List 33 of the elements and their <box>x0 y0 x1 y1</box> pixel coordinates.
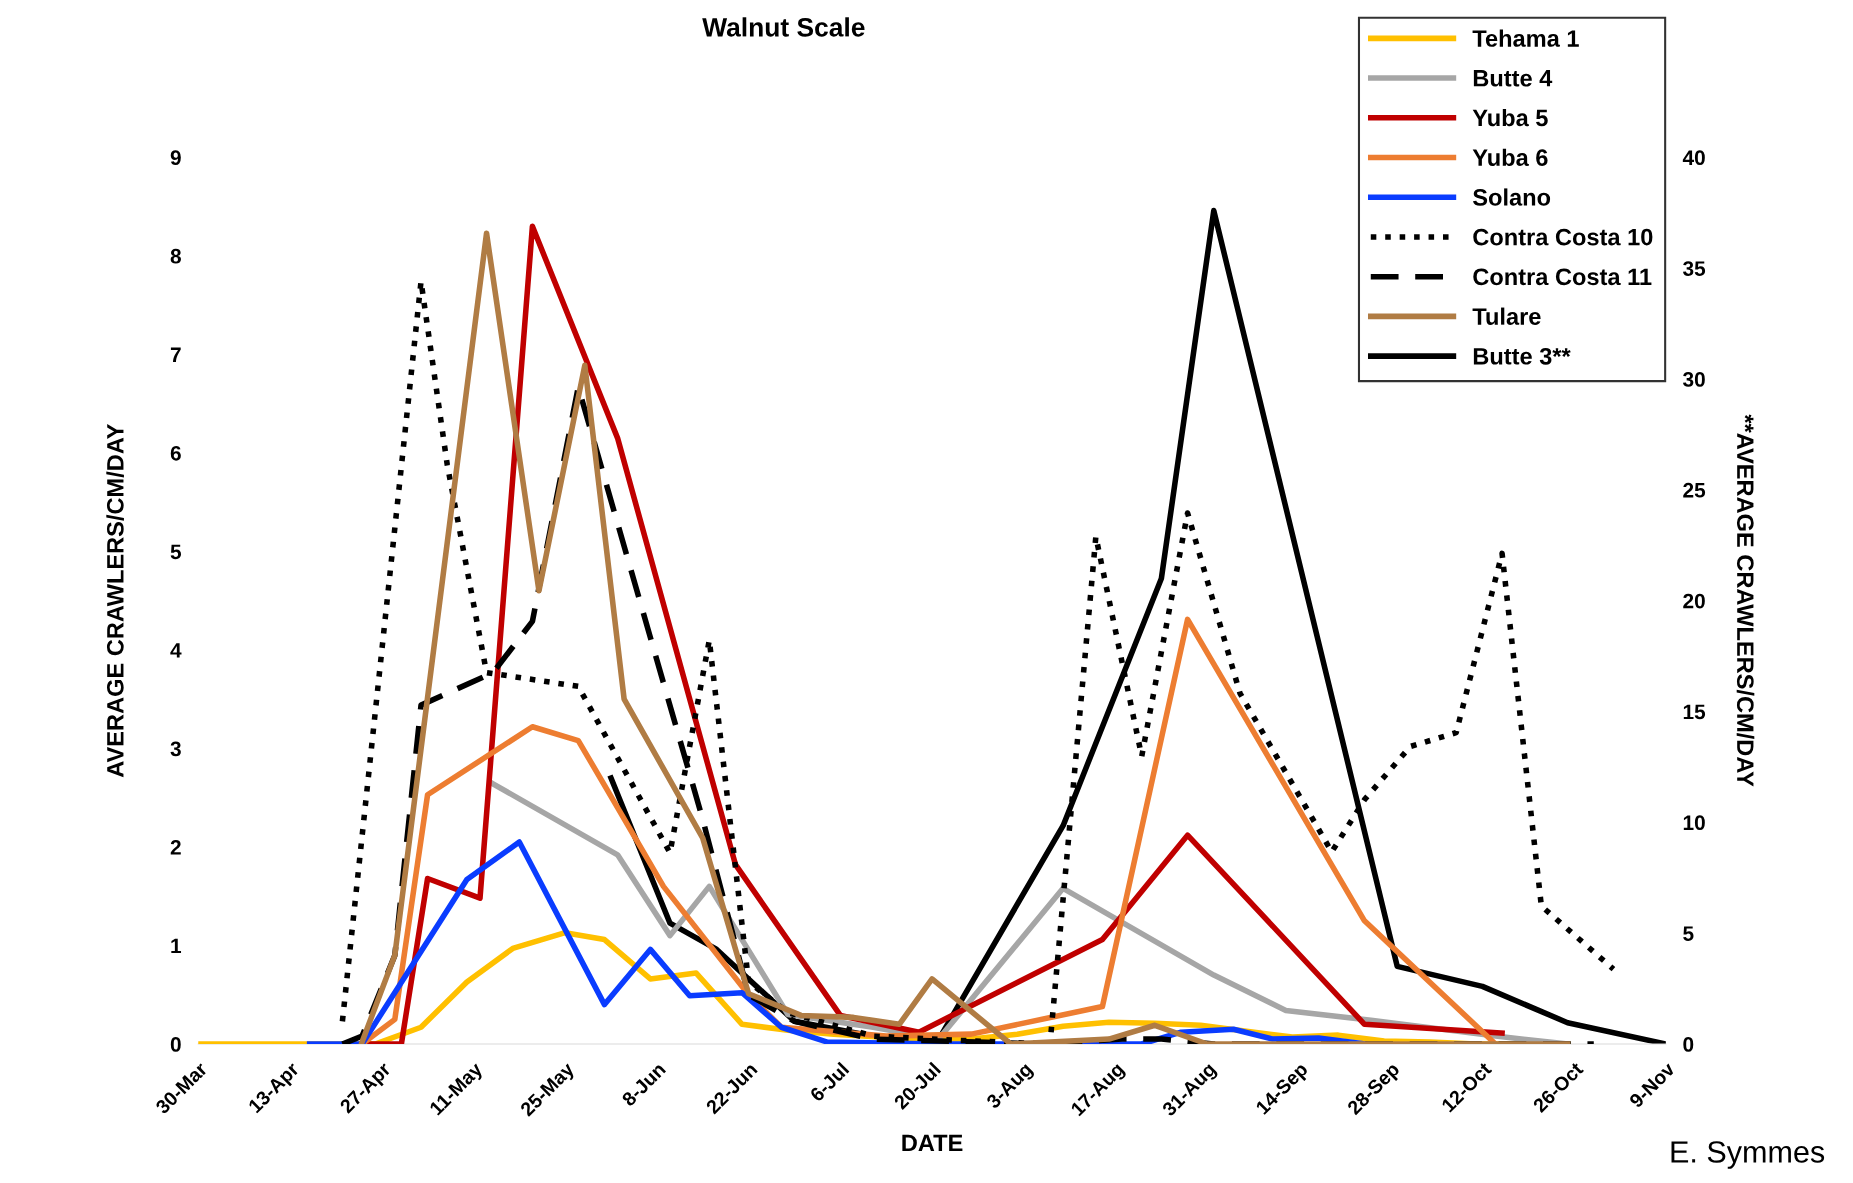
y2-tick-label: 10 <box>1683 815 1705 831</box>
y-tick-label: 7 <box>170 347 181 362</box>
y-tick-label: 4 <box>170 643 182 658</box>
legend-label: Butte 4 <box>1473 70 1553 87</box>
legend-label: Contra Costa 10 <box>1473 228 1653 246</box>
legend-label: Tulare <box>1472 307 1541 325</box>
legend-label: Tehama 1 <box>1472 29 1579 47</box>
x-axis-title: DATE <box>902 1134 963 1152</box>
chart-title: Walnut Scale <box>702 17 865 37</box>
text: E. Symmes <box>1671 1141 1825 1169</box>
y-tick-label: 1 <box>171 938 182 954</box>
y-tick-label: 5 <box>170 544 182 560</box>
y2-tick-label: 25 <box>1683 482 1706 498</box>
y-tick-label: 0 <box>170 1037 181 1052</box>
legend-label: Solano <box>1472 188 1551 206</box>
legend-label: Yuba 6 <box>1472 148 1548 167</box>
legend-label: Contra Costa 11 <box>1473 268 1652 286</box>
y2-tick-label: 40 <box>1682 150 1705 166</box>
y-tick-label: 2 <box>170 839 181 855</box>
y2-axis-title: **AVERAGE CRAWLERS/CM/DAY <box>1736 414 1755 787</box>
y-tick-label: 9 <box>170 150 181 166</box>
legend-label: Yuba 5 <box>1472 108 1548 127</box>
y2-tick-label: 35 <box>1682 261 1706 276</box>
y-tick-label: 3 <box>170 741 181 757</box>
y-tick-label: 8 <box>170 248 181 264</box>
y2-tick-label: 15 <box>1683 704 1706 720</box>
y2-tick-label: 30 <box>1682 372 1705 387</box>
y-axis-title: AVERAGE CRAWLERS/CM/DAY <box>106 423 124 778</box>
legend-label: Butte 3** <box>1473 347 1571 365</box>
y-tick-label: 6 <box>170 445 181 461</box>
y2-tick-label: 5 <box>1683 926 1694 941</box>
y2-tick-label: 20 <box>1683 593 1705 609</box>
y2-tick-label: 0 <box>1683 1037 1694 1052</box>
